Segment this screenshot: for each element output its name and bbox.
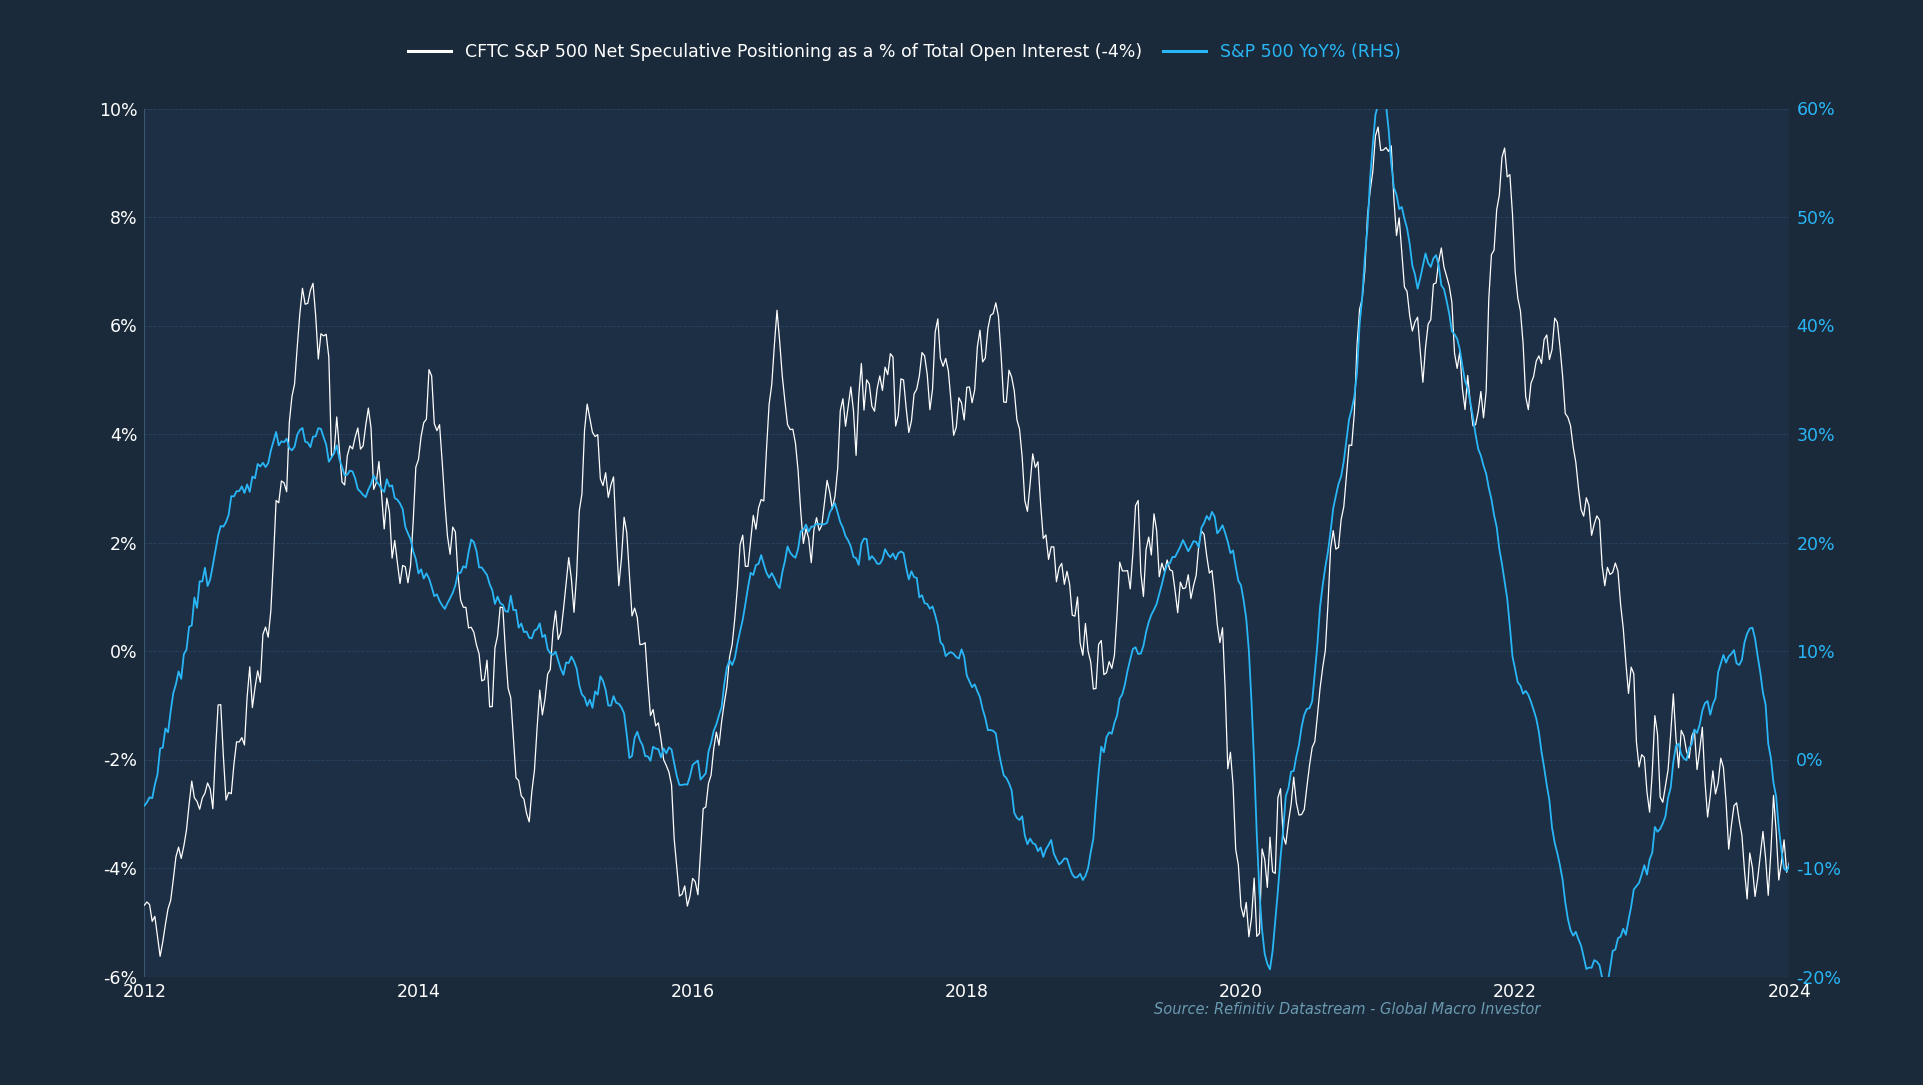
Text: Source: Refinitiv Datastream - Global Macro Investor: Source: Refinitiv Datastream - Global Ma…: [1154, 1003, 1540, 1018]
Legend: CFTC S&P 500 Net Speculative Positioning as a % of Total Open Interest (-4%), S&: CFTC S&P 500 Net Speculative Positioning…: [400, 36, 1408, 67]
